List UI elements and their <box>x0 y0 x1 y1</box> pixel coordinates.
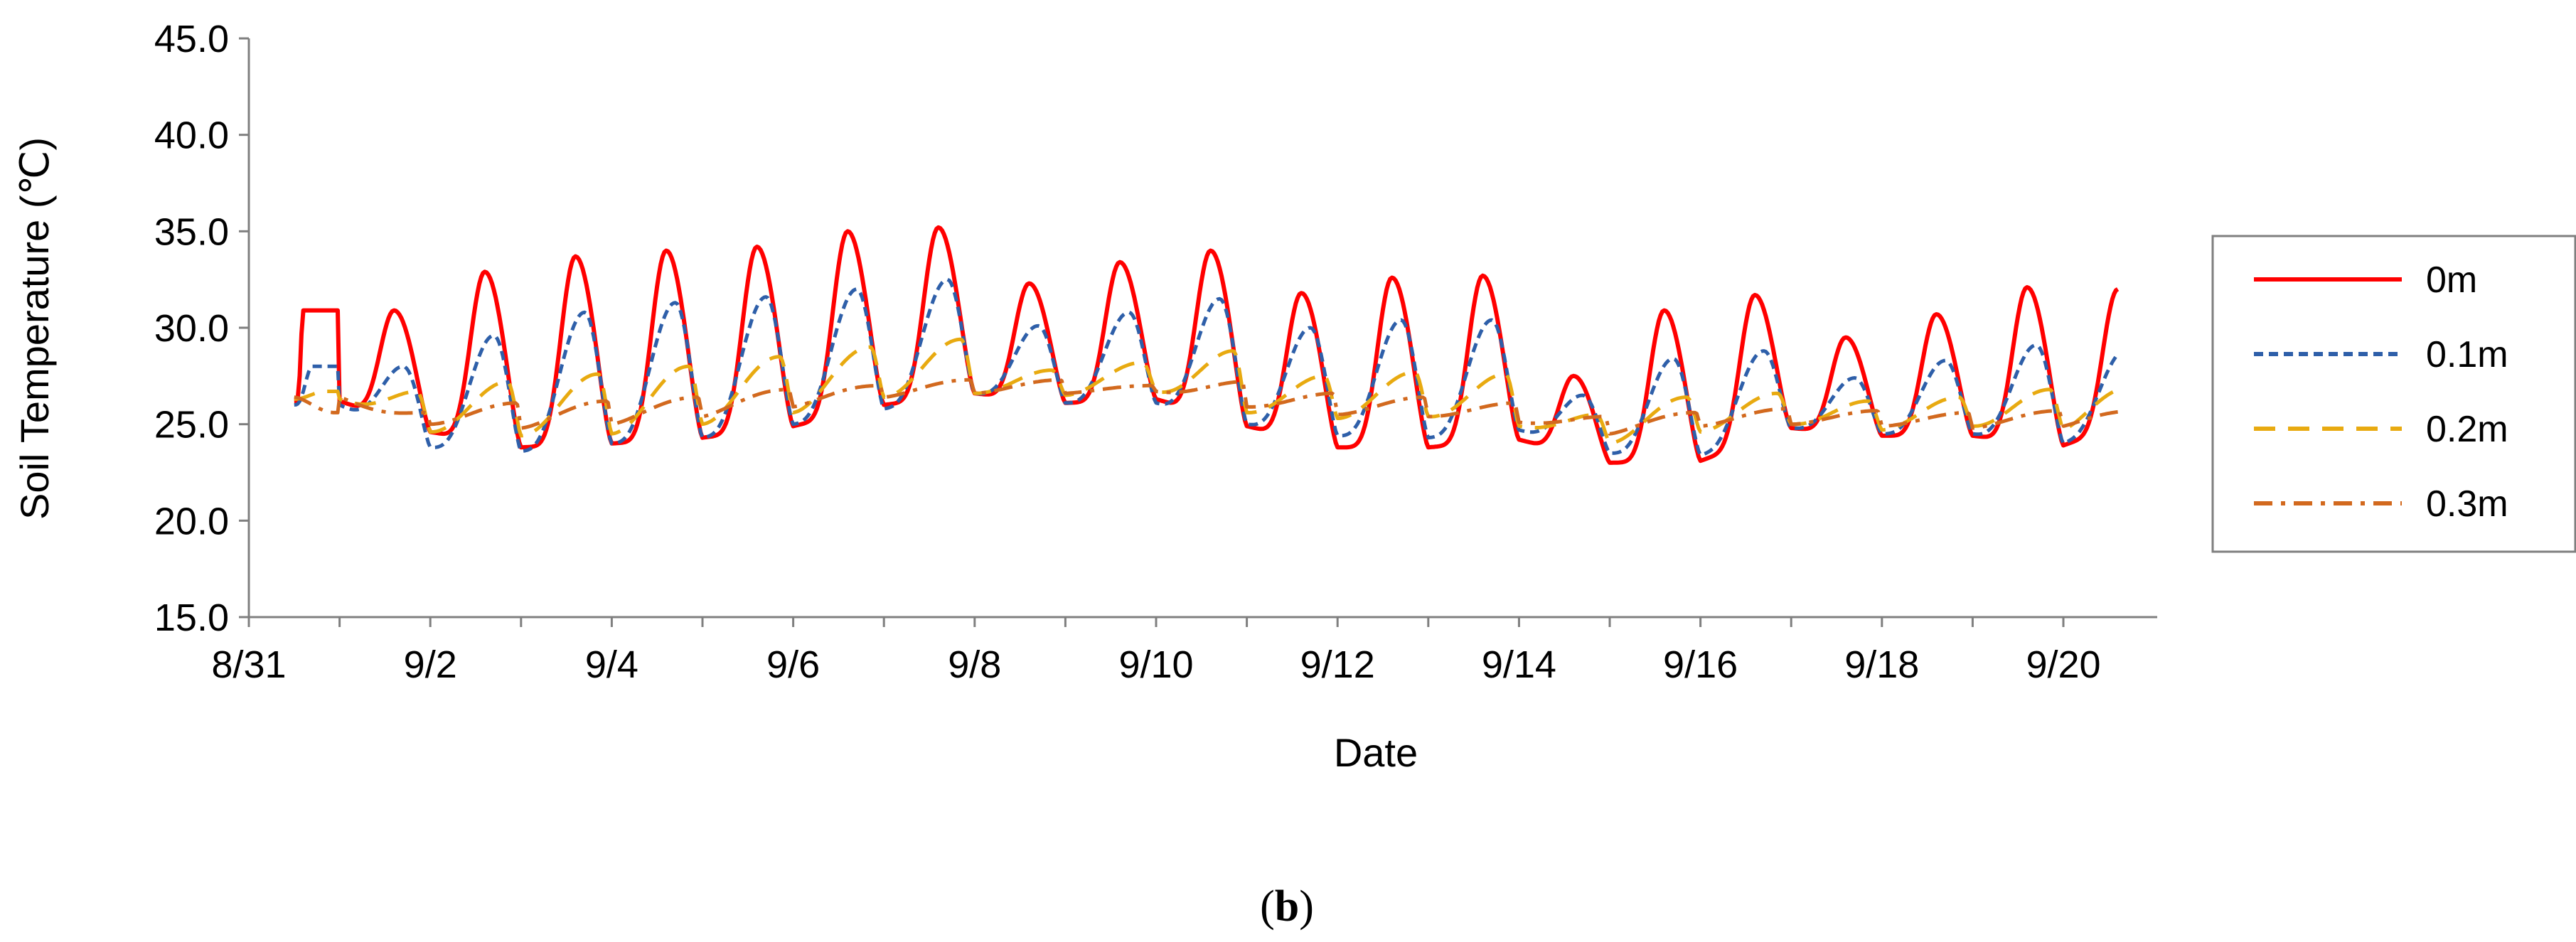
legend-items: 0m 0.1m 0.2m 0.3m <box>2254 259 2508 525</box>
y-tick-label: 40.0 <box>154 114 229 157</box>
x-tick-label: 9/4 <box>585 643 638 686</box>
legend-label: 0.1m <box>2426 334 2508 375</box>
y-tick-label: 35.0 <box>154 210 229 253</box>
legend-label: 0.3m <box>2426 483 2508 525</box>
x-tick-label: 8/31 <box>211 643 286 686</box>
x-tick-label: 9/12 <box>1300 643 1375 686</box>
y-tick-label: 20.0 <box>154 500 229 542</box>
panel-label-open: ( <box>1260 882 1275 931</box>
x-tick-label: 9/18 <box>1844 643 1919 686</box>
series-lines <box>294 225 2120 465</box>
series-line-0m <box>294 225 2120 465</box>
legend-label: 0.2m <box>2426 409 2508 450</box>
x-tick-label: 9/14 <box>1482 643 1556 686</box>
legend: 0m 0.1m 0.2m 0.3m <box>2211 235 2576 553</box>
y-tick-label: 15.0 <box>154 596 229 639</box>
panel-label: (b) <box>1260 882 1314 931</box>
y-axis-ticks: 15.0 20.0 25.0 30.0 35.0 40.0 45.0 <box>154 18 249 639</box>
y-tick-label: 25.0 <box>154 404 229 446</box>
x-tick-label: 9/20 <box>2026 643 2100 686</box>
legend-box <box>2211 235 2576 553</box>
panel-label-letter: b <box>1275 882 1299 931</box>
x-axis-ticks: 8/31 9/2 9/4 9/6 9/8 9/10 9/12 9/14 9/16 9/18 9/20 <box>211 617 2101 686</box>
series-line-0_3m <box>294 378 2118 436</box>
x-tick-label: 9/6 <box>766 643 820 686</box>
x-tick-label: 9/2 <box>404 643 457 686</box>
y-tick-label: 45.0 <box>154 18 229 60</box>
series-line-0_1m <box>294 277 2120 457</box>
legend-label: 0m <box>2426 259 2477 301</box>
x-tick-label: 9/10 <box>1118 643 1193 686</box>
series-line-0_2m <box>294 337 2119 446</box>
panel-label-close: ) <box>1299 882 1314 931</box>
y-tick-label: 30.0 <box>154 307 229 350</box>
x-tick-label: 9/8 <box>948 643 1001 686</box>
x-tick-label: 9/16 <box>1663 643 1738 686</box>
y-axis-title: Soil Temperature (℃) <box>12 137 57 520</box>
x-axis-title: Date <box>1334 730 1418 775</box>
